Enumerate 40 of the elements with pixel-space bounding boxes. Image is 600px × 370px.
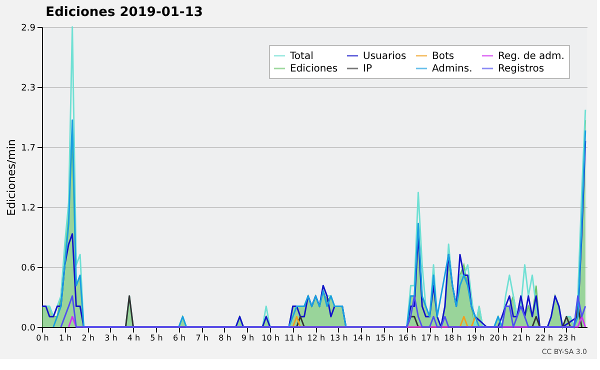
x-tick-label: 17 h (421, 334, 440, 342)
y-tick-label: 0.0 (21, 324, 36, 334)
x-tick-label: 1 h (58, 334, 72, 342)
legend-label: Ediciones (290, 64, 338, 74)
x-tick-label: 11 h (284, 334, 302, 342)
x-tick-label: 2 h (82, 334, 94, 342)
y-tick-label: 2.3 (21, 84, 36, 94)
x-tick-label: 12 h (307, 334, 326, 342)
x-tick-label: 13 h (330, 334, 348, 342)
x-tick-label: 9 h (241, 334, 254, 342)
x-tick-label: 3 h (104, 334, 118, 342)
x-tick-label: 14 h (352, 334, 371, 342)
y-tick-label: 2.9 (21, 24, 36, 34)
x-tick-label: 22 h (535, 334, 554, 342)
legend-label: Registros (498, 64, 544, 74)
x-tick-label: 16 h (398, 334, 416, 342)
x-tick-label: 0 h (36, 334, 49, 342)
x-tick-label: 7 h (196, 334, 208, 342)
legend-label: Reg. de adm. (498, 50, 564, 62)
x-tick-label: 20 h (490, 334, 508, 342)
y-tick-label: 1.2 (21, 204, 36, 214)
x-tick-label: 10 h (262, 334, 280, 342)
x-tick-label: 8 h (218, 334, 232, 342)
x-tick-label: 4 h (127, 334, 140, 342)
y-tick-label: 0.6 (21, 264, 36, 274)
x-tick-label: 18 h (444, 334, 462, 342)
x-tick-label: 15 h (376, 334, 394, 342)
x-tick-label: 23 h (558, 334, 576, 342)
x-tick-label: 5 h (150, 334, 163, 342)
legend-label: Admins. (432, 64, 472, 74)
legend-label: Bots (432, 50, 454, 62)
y-axis-title: Ediciones/min (5, 139, 18, 216)
x-tick-label: 19 h (466, 334, 485, 342)
legend-label: Total (289, 50, 314, 62)
y-tick-label: 1.7 (21, 144, 36, 154)
x-tick-label: 21 h (512, 334, 530, 342)
x-tick-label: 6 h (172, 334, 186, 342)
legend-label: Usuarios (363, 50, 406, 62)
legend-label: IP (363, 64, 372, 74)
chart-title: Ediciones 2019-01-13 (46, 5, 203, 20)
